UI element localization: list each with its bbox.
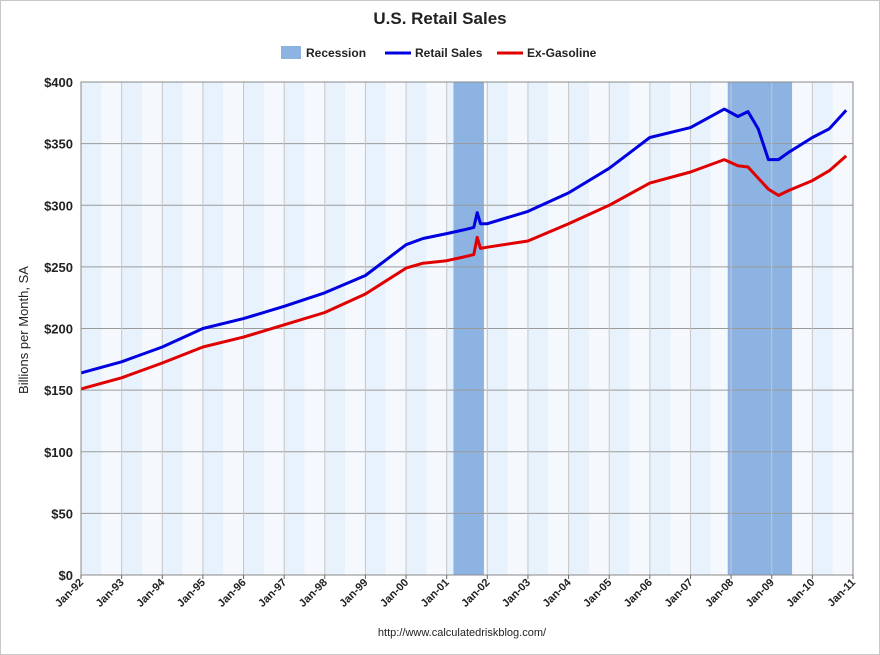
y-tick-label: $0	[59, 568, 73, 583]
y-tick-label: $150	[44, 383, 73, 398]
y-tick-label: $350	[44, 137, 73, 152]
y-tick-label: $200	[44, 322, 73, 337]
horizontal-grid	[81, 82, 853, 575]
legend-label: Recession	[306, 46, 366, 60]
y-tick-label: $300	[44, 198, 73, 213]
legend-swatch-recession	[281, 46, 301, 59]
y-axis-label: Billions per Month, SA	[16, 266, 31, 394]
data-series	[80, 107, 848, 391]
plot-border	[80, 81, 854, 576]
source-url: http://www.calculatedriskblog.com/	[378, 627, 547, 639]
series-line-retail-sales	[80, 107, 848, 375]
chart-title: U.S. Retail Sales	[373, 9, 506, 28]
y-tick-label: $50	[51, 506, 73, 521]
y-tick-label: $250	[44, 260, 73, 275]
y-axis-ticks: $0 $50 $100 $150 $200 $250 $300 $350 $400	[44, 75, 73, 583]
series-line-ex-gasoline	[80, 154, 848, 391]
legend-label: Retail Sales	[415, 46, 483, 60]
legend: Recession Retail Sales Ex-Gasoline	[281, 46, 597, 60]
y-tick-label: $100	[44, 445, 73, 460]
legend-label: Ex-Gasoline	[527, 46, 597, 60]
y-tick-label: $400	[44, 75, 73, 90]
